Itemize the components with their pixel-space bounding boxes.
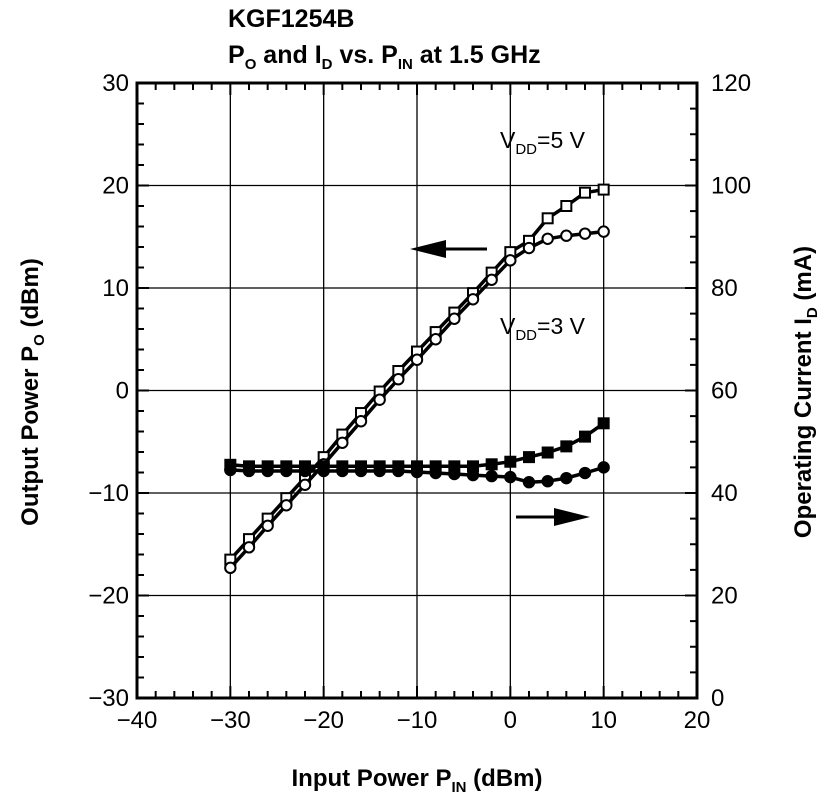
y-right-tick-label: 100: [711, 173, 751, 200]
annotation-vdd-5v: VDD=5 V: [500, 127, 586, 158]
plot-frame: [135, 81, 699, 700]
x-axis-label: Input Power PIN (dBm): [292, 765, 543, 796]
data-point-filled-circle: [392, 464, 405, 478]
grid: [137, 83, 697, 698]
y-right-axis-label: Operating Current ID (mA): [790, 246, 821, 538]
chart-subtitle: PO and ID vs. PIN at 1.5 GHz: [228, 41, 541, 73]
data-point-open-square: [560, 200, 573, 212]
data-point-open-circle: [448, 312, 461, 325]
data-point-filled-circle: [280, 464, 293, 478]
x-tick-label: −20: [303, 707, 344, 734]
data-point-filled-circle: [578, 466, 592, 480]
y-left-tick-label: 30: [102, 70, 129, 97]
data-point-filled-circle: [224, 463, 237, 477]
series: [224, 183, 610, 575]
data-point-filled-square: [504, 455, 517, 468]
data-point-open-circle: [466, 293, 480, 306]
arrow-right-icon: [516, 508, 590, 526]
y-left-tick-label: 10: [102, 275, 129, 302]
y-left-tick-label: −30: [88, 685, 129, 712]
data-point-filled-square: [485, 458, 498, 471]
ticks: −40 −30 −20 −10 0 10 20−30−20−1001020300204060…: [88, 70, 751, 734]
data-point-filled-circle: [597, 461, 610, 474]
annotation-vdd-3v: VDD=3 V: [500, 313, 586, 344]
x-tick-label: −10: [397, 707, 438, 734]
data-point-filled-square: [541, 446, 554, 459]
data-point-filled-circle: [317, 464, 330, 478]
data-point-filled-circle: [448, 467, 461, 481]
data-point-open-circle: [429, 333, 442, 346]
data-point-filled-circle: [466, 468, 480, 482]
data-point-open-circle: [504, 254, 517, 267]
data-point-filled-circle: [261, 464, 274, 478]
arrow-left-icon: [410, 240, 487, 258]
y-left-tick-label: 20: [102, 173, 129, 200]
data-point-open-circle: [522, 241, 536, 255]
data-point-open-circle: [354, 415, 368, 428]
y-left-tick-label: −20: [88, 583, 129, 610]
data-point-filled-square: [523, 451, 535, 464]
y-right-tick-label: 80: [711, 275, 738, 302]
data-point-open-circle: [578, 227, 592, 240]
data-point-open-circle: [392, 373, 405, 386]
data-point-open-circle: [597, 225, 610, 238]
data-point-filled-circle: [336, 464, 349, 478]
data-point-filled-circle: [485, 469, 498, 483]
data-point-filled-circle: [504, 470, 517, 484]
x-tick-label: −30: [210, 707, 251, 734]
data-point-open-circle: [560, 229, 573, 242]
data-point-filled-circle: [242, 464, 256, 478]
chart-title: KGF1254B: [228, 5, 354, 33]
data-point-open-square: [579, 186, 591, 199]
y-right-tick-label: 60: [711, 378, 738, 405]
data-point-open-circle: [373, 393, 386, 406]
y-right-tick-label: 20: [711, 583, 738, 610]
data-point-filled-square: [560, 440, 573, 453]
x-tick-label: 0: [504, 707, 517, 734]
y-left-tick-label: −10: [88, 480, 129, 507]
data-point-filled-circle: [354, 464, 368, 478]
data-point-open-circle: [541, 232, 554, 246]
data-point-open-circle: [242, 541, 256, 554]
data-point-filled-circle: [429, 466, 442, 480]
data-point-open-circle: [298, 478, 312, 491]
data-point-open-circle: [485, 273, 498, 286]
data-point-open-square: [597, 183, 610, 196]
data-point-open-circle: [261, 519, 274, 532]
y-left-axis-label: Output Power PO (dBm): [17, 258, 48, 526]
data-point-open-circle: [410, 353, 424, 366]
data-point-filled-circle: [541, 475, 554, 488]
x-tick-label: −40: [117, 707, 158, 734]
x-tick-label: 20: [684, 707, 711, 734]
x-tick-label: 10: [590, 707, 617, 734]
data-point-filled-circle: [410, 465, 424, 479]
y-right-tick-label: 0: [711, 685, 724, 712]
data-point-filled-square: [597, 417, 610, 430]
data-point-filled-square: [579, 430, 591, 443]
data-point-filled-circle: [522, 476, 536, 489]
data-point-filled-circle: [560, 471, 573, 485]
data-point-open-circle: [336, 436, 349, 449]
y-right-tick-label: 40: [711, 480, 738, 507]
data-point-filled-circle: [373, 464, 386, 478]
data-point-open-square: [541, 212, 554, 225]
data-point-open-circle: [224, 561, 237, 575]
y-left-tick-label: 0: [116, 378, 129, 405]
y-right-tick-label: 120: [711, 70, 751, 97]
data-point-open-circle: [280, 499, 293, 512]
data-point-filled-circle: [298, 464, 312, 478]
